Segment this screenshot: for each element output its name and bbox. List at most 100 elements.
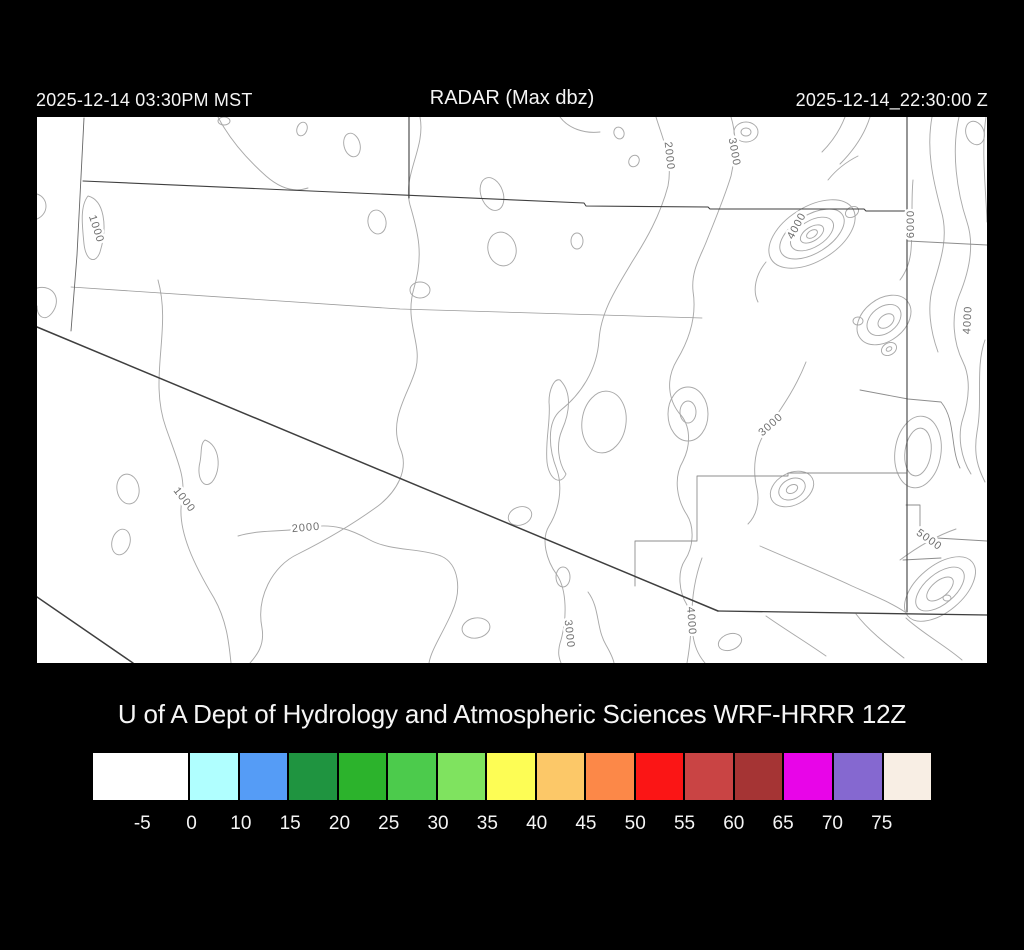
map-line [634,472,907,587]
map-line [679,400,697,424]
map-line [765,613,963,661]
colorbar-tick-label: 30 [427,813,449,834]
map-line [487,231,517,267]
map-line [111,528,131,556]
map-line [544,117,670,663]
map-line [667,386,709,442]
map-line [929,117,945,353]
colorbar-cell [784,753,832,800]
map-line [733,121,759,143]
map-line [899,528,957,561]
contour-value-label: 2000 [662,141,677,171]
plot-title: RADAR (Max dbz) [429,87,595,109]
colorbar-tick-label: 40 [526,813,548,834]
map-line [546,379,569,481]
map-line [754,261,767,303]
dbz-colorbar [93,753,932,800]
map-line [613,126,625,140]
map-line [116,473,140,505]
colorbar-tick-label: 25 [378,813,400,834]
colorbar-tick-label: 15 [279,813,301,834]
colorbar-cell [338,753,387,800]
map-line [479,177,505,211]
map-line [70,286,703,319]
map-line [885,346,893,352]
local-datetime: 2025-12-14 03:30PM MST [36,90,253,110]
map-line [559,117,601,133]
colorbar-cell [93,753,189,800]
contour-value-label: 4000 [684,606,698,635]
map-line [581,390,627,454]
map-line [856,294,912,346]
map-line [628,154,640,168]
colorbar-cell [487,753,535,800]
map-line [37,596,134,663]
contour-value-label: 3000 [562,619,577,649]
map-line [790,216,834,252]
map-line [759,545,906,613]
map-line [37,193,47,220]
colorbar-cell [437,753,486,800]
map-line [902,557,942,561]
colorbar-cell [586,753,634,800]
map-line [785,484,799,494]
map-line [570,232,584,250]
colorbar-cell [388,753,436,800]
contour-value-label: 2000 [291,521,320,535]
map-line [237,525,459,663]
colorbar-cell [289,753,337,800]
map-line [975,339,986,483]
colorbar-tick-label: 35 [476,813,498,834]
map-line [717,610,987,616]
map-line [70,117,85,332]
map-line [880,341,898,357]
map-line [905,504,987,542]
dbz-colorbar-ticks: -5 0 10 15 20 25 30 35 40 45 50 55 60 65 70 75 [93,813,931,839]
colorbar-tick-label: 60 [723,813,745,834]
map-line [894,415,942,489]
map-line [507,506,533,526]
map-line [859,389,961,469]
colorbar-cell [883,753,932,800]
map-line [669,117,736,663]
map-line [904,556,976,622]
map-line [779,208,845,260]
colorbar-tick-label: 0 [186,813,197,834]
map-line [806,229,818,239]
map-line [82,180,907,212]
colorbar-tick-label: -5 [133,813,151,834]
map-line [899,179,914,281]
colorbar-cell [239,753,288,800]
utc-datetime: 2025-12-14_22:30:00 Z [795,90,988,110]
map-line [343,132,361,158]
map-line [821,117,871,181]
map-line [983,117,987,223]
colorbar-cell [190,753,238,800]
map-line [717,632,743,652]
colorbar-tick-label: 50 [624,813,646,834]
map-line [157,279,232,663]
map-line [367,209,387,235]
state-boundary-lines [37,117,987,663]
contour-value-label: 4000 [961,305,974,334]
map-line [461,617,491,639]
map-line [691,557,706,663]
map-line [799,224,825,244]
map-line [877,313,895,329]
map-line [409,281,431,299]
map-line [217,117,231,126]
contour-value-label: 6000 [905,210,917,238]
map-line [953,117,972,475]
map-line [555,566,571,588]
map-line [904,427,932,477]
colorbar-cell [685,753,733,800]
map-line [942,594,952,602]
colorbar-tick-label: 70 [821,813,843,834]
map-line [198,439,219,485]
colorbar-cell [635,753,684,800]
map-background [37,117,987,663]
map-line [81,195,105,260]
map-line [852,316,864,326]
colorbar-tick-label: 45 [575,813,597,834]
